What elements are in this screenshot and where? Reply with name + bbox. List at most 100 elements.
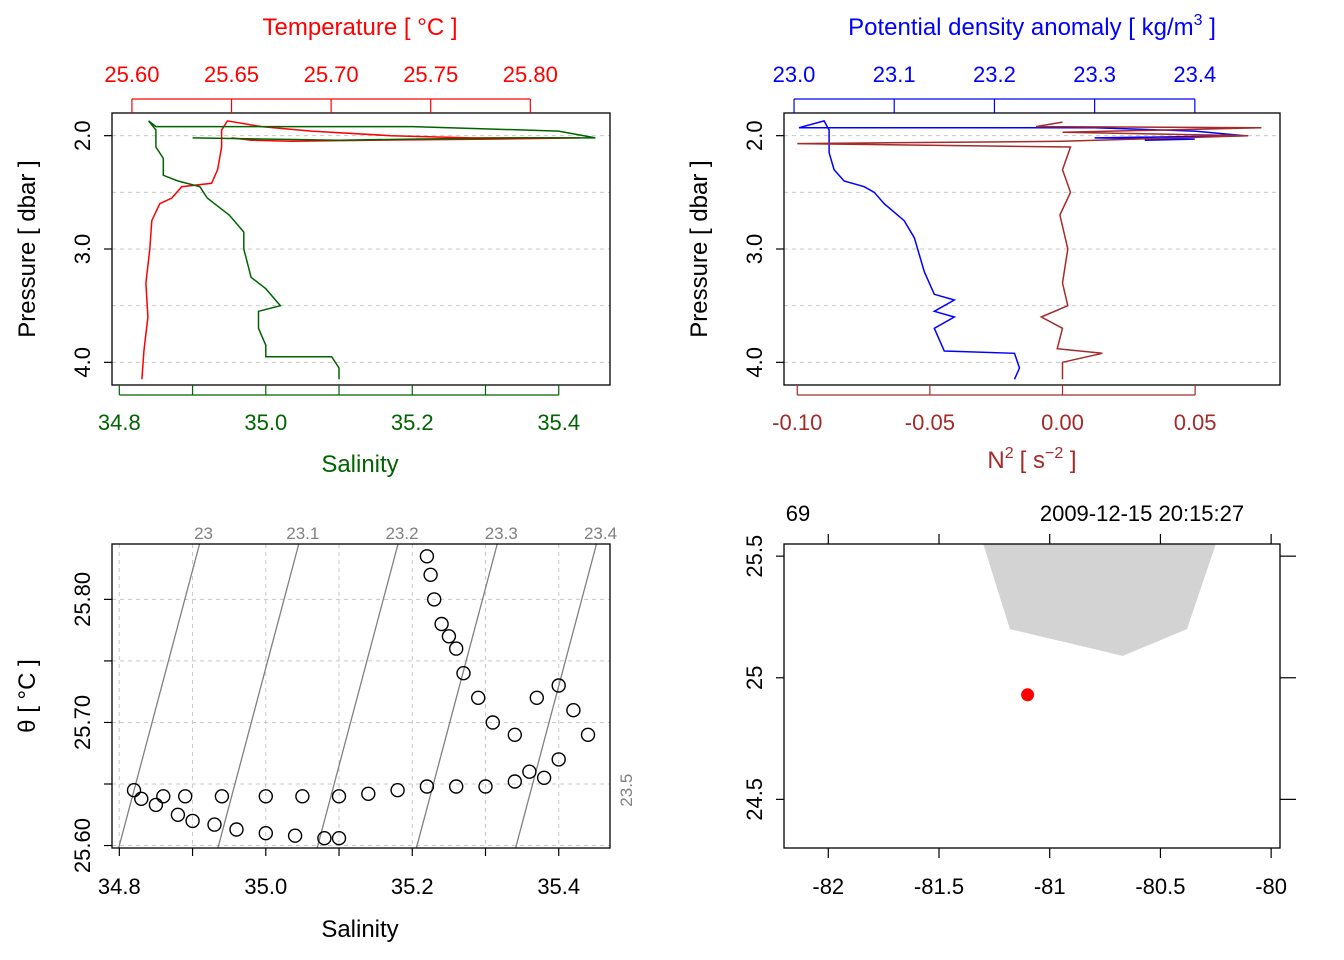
x-bottom-tick-label: 0.05 bbox=[1174, 410, 1217, 435]
ts-point bbox=[536, 770, 552, 785]
bottom-axis-title-unit-close: ] bbox=[1063, 447, 1076, 474]
y-tick-label: 25.60 bbox=[70, 818, 95, 873]
ts-point bbox=[229, 822, 244, 837]
ts-point bbox=[449, 779, 464, 794]
ts-point bbox=[331, 831, 347, 846]
ts-point bbox=[419, 779, 435, 794]
y-tick-label: 25 bbox=[742, 666, 767, 690]
ts-point bbox=[419, 549, 435, 564]
ts-point bbox=[529, 690, 544, 705]
x-tick-label: 35.0 bbox=[244, 874, 287, 899]
x-tick-label: -81 bbox=[1034, 874, 1066, 899]
ts-point bbox=[170, 807, 186, 822]
ts-point bbox=[427, 592, 442, 607]
ts-point bbox=[434, 616, 449, 632]
x-top-tick-label: 25.80 bbox=[503, 62, 558, 87]
ts-point bbox=[580, 727, 596, 742]
y-tick-label: 25.5 bbox=[742, 535, 767, 578]
x-tick-label: 35.4 bbox=[537, 874, 580, 899]
y-tick-label: 25.70 bbox=[70, 695, 95, 750]
top-axis-title-end: ] bbox=[1203, 14, 1216, 41]
ts-point bbox=[148, 797, 164, 813]
ts-point bbox=[361, 786, 376, 801]
bottom-axis-title-base: N bbox=[987, 447, 1004, 474]
ts-point bbox=[456, 666, 471, 681]
ts-point bbox=[522, 764, 537, 779]
station-datetime: 2009-12-15 20:15:27 bbox=[1040, 501, 1244, 526]
x-bottom-tick-label: -0.05 bbox=[905, 410, 955, 435]
isopycnal-label: 23.3 bbox=[485, 524, 518, 543]
isopycnal-line bbox=[316, 544, 399, 848]
x-top-tick-label: 25.70 bbox=[304, 62, 359, 87]
x-top-tick-label: 23.3 bbox=[1073, 62, 1116, 87]
ts-point bbox=[134, 791, 149, 806]
x-bottom-tick-label: 0.00 bbox=[1041, 410, 1084, 435]
x-tick-label: -80.5 bbox=[1135, 874, 1185, 899]
series-salinity bbox=[148, 120, 596, 380]
ts-point bbox=[126, 783, 142, 798]
ts-point bbox=[258, 826, 273, 841]
y-tick-label: 3.0 bbox=[742, 234, 767, 265]
y-tick-label: 25.80 bbox=[70, 572, 95, 627]
x-top-tick-label: 25.65 bbox=[204, 62, 259, 87]
series-n2 bbox=[797, 121, 1262, 380]
x-bottom-tick-label: 34.8 bbox=[98, 410, 141, 435]
ts-point bbox=[507, 727, 522, 742]
isopycnal-label: 23 bbox=[194, 524, 213, 543]
x-top-tick-label: 25.60 bbox=[104, 62, 159, 87]
bottom-axis-title: N2[ s−2 ] bbox=[987, 445, 1076, 474]
y-axis-title: θ [ °C ] bbox=[14, 659, 41, 733]
top-axis-title-sup: 3 bbox=[1194, 12, 1203, 29]
ts-point bbox=[214, 789, 230, 804]
station-number: 69 bbox=[786, 501, 810, 526]
x-tick-label: -82 bbox=[812, 874, 844, 899]
panel-density-n2-profile: 2.0 3.0 4.0 -0.10 -0.05 0.00 0.05 23.0 23.1 23.2 2… bbox=[686, 12, 1281, 474]
y-tick-label: 2.0 bbox=[70, 120, 95, 151]
ts-point bbox=[156, 789, 171, 804]
ts-point bbox=[449, 641, 464, 656]
station-marker bbox=[1021, 688, 1035, 702]
x-tick-label: 35.2 bbox=[391, 874, 434, 899]
ts-point bbox=[287, 828, 303, 843]
ts-point bbox=[295, 789, 310, 804]
top-axis-title: Temperature [ °C ] bbox=[263, 14, 458, 41]
isopycnal-line bbox=[514, 544, 598, 848]
ts-point bbox=[507, 774, 522, 789]
ts-point bbox=[207, 817, 222, 832]
x-bottom-tick-label: 35.4 bbox=[537, 410, 580, 435]
x-tick-label: 34.8 bbox=[98, 874, 141, 899]
x-top-tick-label: 25.75 bbox=[403, 62, 458, 87]
ts-point bbox=[185, 813, 200, 829]
isopycnal-line bbox=[415, 544, 498, 848]
y-tick-label: 4.0 bbox=[70, 347, 95, 378]
y-tick-label: 2.0 bbox=[742, 120, 767, 151]
x-top-tick-label: 23.0 bbox=[773, 62, 816, 87]
isopycnal-label: 23.2 bbox=[385, 524, 418, 543]
isopycnal-label: 23.5 bbox=[617, 774, 636, 807]
ts-point bbox=[423, 567, 438, 582]
panel-temperature-salinity-profile: 2.0 3.0 4.0 34.8 35.0 35.2 35.4 25.60 25.65 25.70… bbox=[14, 14, 611, 478]
y-tick-label: 4.0 bbox=[742, 347, 767, 378]
ts-point bbox=[478, 779, 493, 794]
isopycnal-line bbox=[217, 544, 300, 848]
top-axis-title-main: Potential density anomaly [ kg/m bbox=[848, 14, 1194, 41]
x-bottom-tick-label: -0.10 bbox=[772, 410, 822, 435]
x-top-tick-label: 23.2 bbox=[973, 62, 1016, 87]
plot-frame bbox=[111, 543, 611, 849]
top-axis-title: Potential density anomaly [ kg/m3 ] bbox=[848, 12, 1216, 41]
x-tick-label: -81.5 bbox=[914, 874, 964, 899]
ts-point bbox=[485, 715, 500, 730]
y-tick-label: 24.5 bbox=[742, 778, 767, 821]
plot-frame bbox=[783, 543, 1281, 849]
x-axis-title: Salinity bbox=[321, 916, 398, 943]
x-top-tick-label: 23.1 bbox=[873, 62, 916, 87]
series-potential-density-anomaly bbox=[798, 120, 1245, 380]
ts-point bbox=[551, 752, 566, 767]
ts-point bbox=[390, 783, 405, 798]
ts-point bbox=[258, 789, 273, 804]
x-bottom-tick-label: 35.0 bbox=[244, 410, 287, 435]
ts-point bbox=[331, 789, 347, 804]
ts-point bbox=[471, 690, 486, 705]
y-axis-title: Pressure [ dbar ] bbox=[14, 160, 41, 337]
